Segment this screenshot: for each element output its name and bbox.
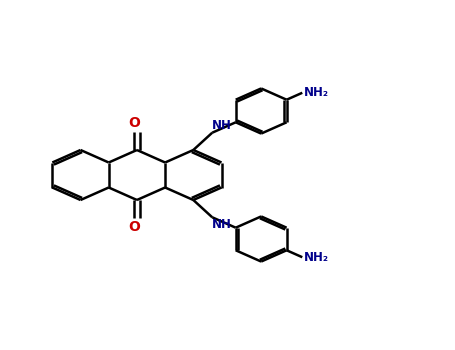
Text: NH: NH	[212, 119, 232, 132]
Text: O: O	[129, 220, 141, 234]
Text: NH₂: NH₂	[303, 251, 329, 264]
Text: NH: NH	[212, 218, 232, 231]
Text: NH₂: NH₂	[303, 86, 329, 99]
Text: O: O	[129, 116, 141, 130]
